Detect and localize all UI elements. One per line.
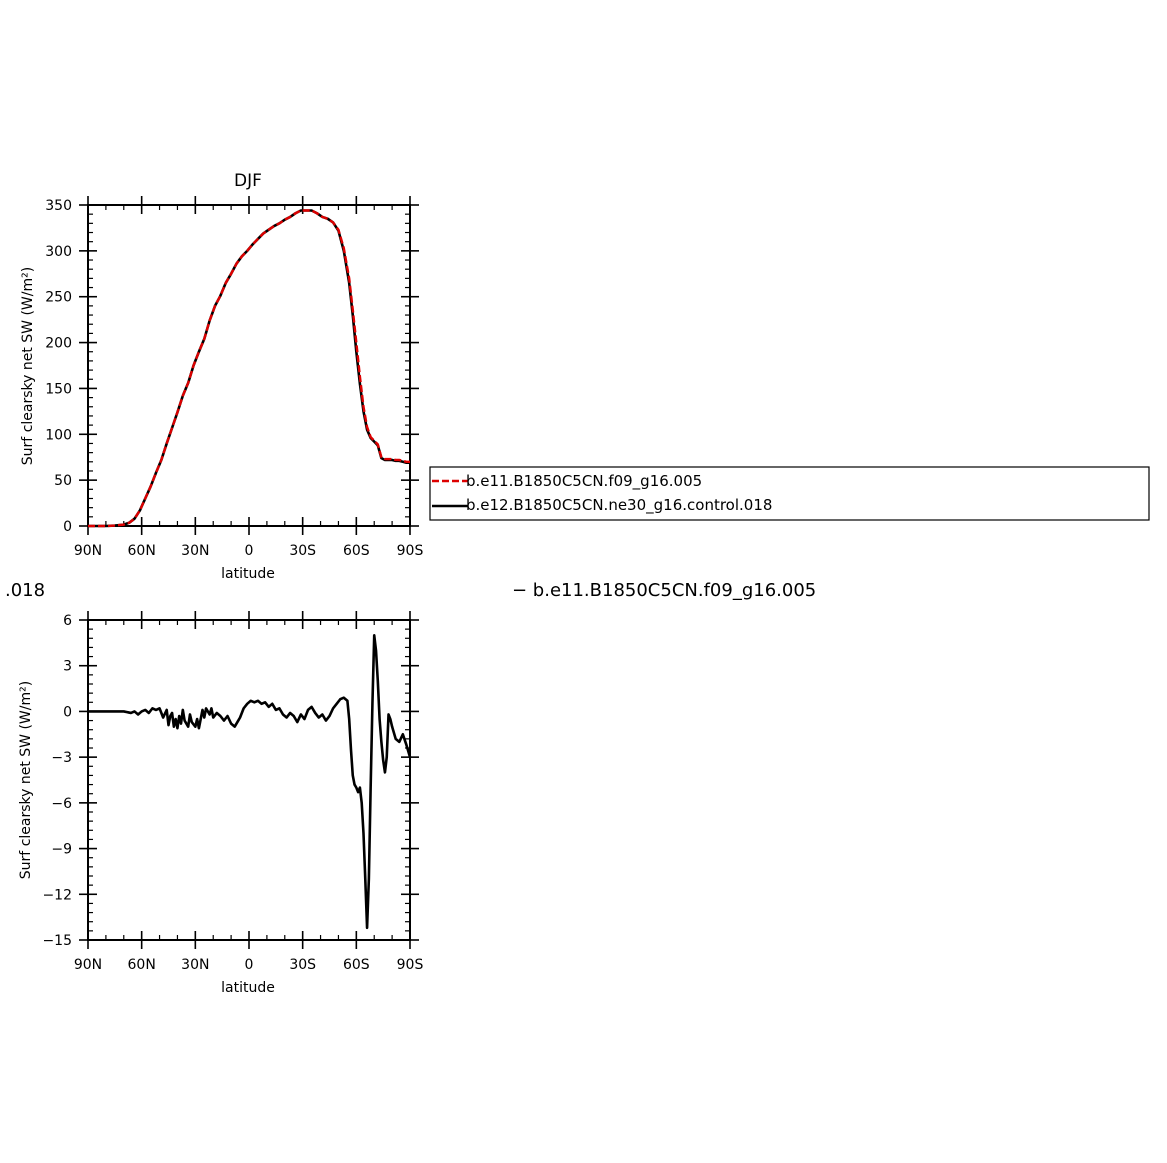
bottom-y-axis-label: Surf clearsky net SW (W/m²) — [18, 681, 34, 879]
top-x-axis-label: latitude — [221, 566, 275, 582]
bottom-y-tick-label: 0 — [63, 704, 72, 720]
bottom-x-tick-label: 90N — [74, 957, 102, 973]
bottom-plot-frame — [87, 619, 411, 941]
top-y-tick-label: 200 — [45, 336, 72, 352]
top-y-axis-label: Surf clearsky net SW (W/m²) — [20, 267, 36, 465]
legend-entry-1: b.e11.B1850C5CN.f09_g16.005 — [466, 472, 702, 491]
top-x-tick-label: 30N — [181, 543, 209, 559]
top-y-tick-label: 250 — [45, 290, 72, 306]
top-y-tick-label: 350 — [45, 198, 72, 214]
top-x-tick-label: 0 — [245, 543, 254, 559]
bottom-x-axis-label: latitude — [221, 980, 275, 996]
top-x-tick-label: 60N — [128, 543, 156, 559]
top-x-tick-label: 90S — [397, 543, 424, 559]
bottom-y-tick-label: −6 — [51, 796, 72, 812]
legend-entry-2: b.e12.B1850C5CN.ne30_g16.control.018 — [466, 496, 772, 515]
top-panel: DJF 90N 60N 30N 0 30S 60S 90S 0 50 100 150 200 250 30… — [20, 171, 423, 582]
top-y-tick-label: 150 — [45, 381, 72, 397]
overlay-text-left: .018 — [5, 580, 45, 601]
top-y-tick-label: 0 — [63, 519, 72, 535]
bottom-y-tick-label: −9 — [51, 842, 72, 858]
bottom-x-tick-label: 30S — [289, 957, 316, 973]
top-series-line-red-dashed — [88, 209, 410, 528]
bottom-y-tick-label: 3 — [63, 659, 72, 675]
bottom-x-tick-label: 60N — [128, 957, 156, 973]
bottom-panel: 90N 60N 30N 0 30S 60S 90S 6 3 0 −3 −6 −9 −12 −15 latit… — [18, 611, 423, 996]
bottom-series-line-black-solid — [88, 633, 412, 930]
bottom-plot-area: 90N 60N 30N 0 30S 60S 90S 6 3 0 −3 −6 −9 −12 −15 — [42, 611, 423, 973]
overlay-text-right: − b.e11.B1850C5CN.f09_g16.005 — [512, 580, 816, 601]
top-panel-title: DJF — [234, 171, 262, 191]
legend-box — [429, 466, 1150, 521]
top-x-tick-label: 90N — [74, 543, 102, 559]
top-y-tick-label: 100 — [45, 427, 72, 443]
top-plot-frame — [87, 204, 411, 527]
top-plot-area: 90N 60N 30N 0 30S 60S 90S 0 50 100 150 200 250 300 350 — [45, 196, 423, 559]
legend: b.e11.B1850C5CN.f09_g16.005 b.e12.B1850C… — [429, 466, 1150, 521]
bottom-x-tick-label: 90S — [397, 957, 424, 973]
bottom-y-tick-label: −15 — [42, 933, 72, 949]
top-y-tick-label: 50 — [54, 473, 72, 489]
bottom-x-tick-label: 0 — [245, 957, 254, 973]
top-x-tick-label: 30S — [289, 543, 316, 559]
bottom-x-tick-label: 30N — [181, 957, 209, 973]
bottom-y-tick-label: −12 — [42, 887, 72, 903]
top-x-tick-label: 60S — [343, 543, 370, 559]
top-series-line-black-solid — [88, 209, 410, 528]
bottom-y-tick-label: 6 — [63, 613, 72, 629]
top-y-tick-label: 300 — [45, 244, 72, 260]
bottom-y-tick-label: −3 — [51, 750, 72, 766]
bottom-x-tick-label: 60S — [343, 957, 370, 973]
